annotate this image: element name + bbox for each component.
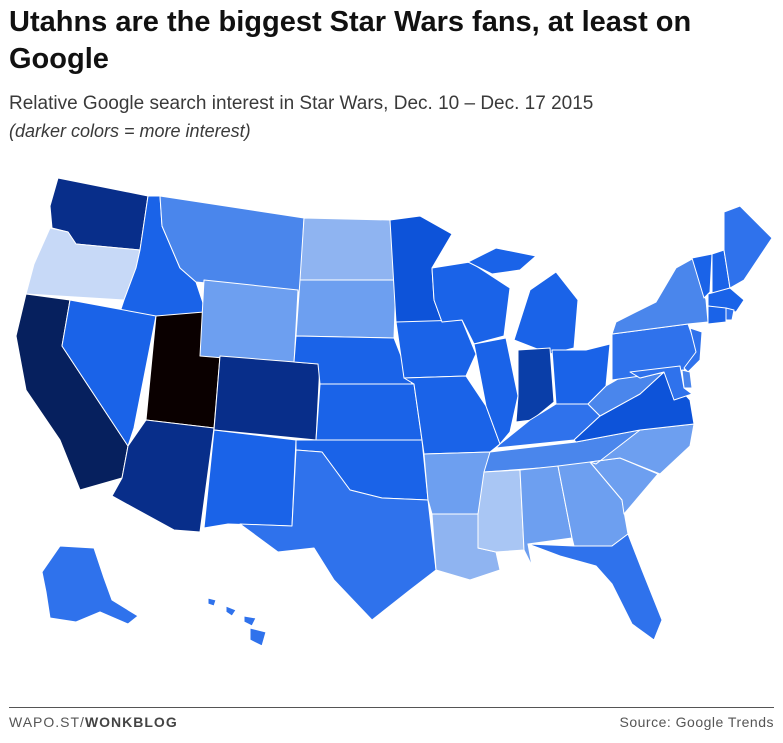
state-MA: [707, 287, 745, 313]
color-key-note: (darker colors = more interest): [9, 121, 251, 141]
state-VT: [691, 253, 713, 299]
state-NY: [611, 257, 709, 335]
state-RI: [725, 307, 735, 321]
state-FL: [527, 533, 663, 641]
state-MS: [477, 469, 525, 553]
credit-brand: WONKBLOG: [84, 714, 178, 730]
state-KS: [315, 383, 423, 441]
state-ME: [723, 205, 773, 289]
state-NV: [61, 299, 157, 447]
footer-divider: [9, 707, 774, 708]
credit-prefix: WAPO.ST/: [9, 714, 85, 730]
map-title: Utahns are the biggest Star Wars fans, a…: [9, 6, 692, 75]
state-CO: [213, 355, 321, 441]
map-subtitle: Relative Google search interest in Star …: [9, 93, 594, 114]
state-TX: [239, 449, 437, 621]
us-choropleth-map: [15, 177, 773, 647]
source-note: Source: Google Trends: [619, 714, 774, 730]
state-CT: [707, 305, 727, 325]
state-MD: [629, 365, 693, 401]
credit-line: WAPO.ST/WONKBLOG: [9, 714, 178, 730]
state-AK: [41, 545, 139, 625]
state-WY: [199, 279, 299, 365]
state-AZ: [111, 419, 215, 533]
state-SD: [295, 279, 397, 339]
state-HI: [207, 597, 267, 647]
state-MO: [403, 375, 501, 455]
state-NM: [203, 429, 297, 529]
state-IL: [473, 337, 519, 445]
state-IA: [395, 319, 477, 379]
state-ND: [299, 217, 397, 281]
